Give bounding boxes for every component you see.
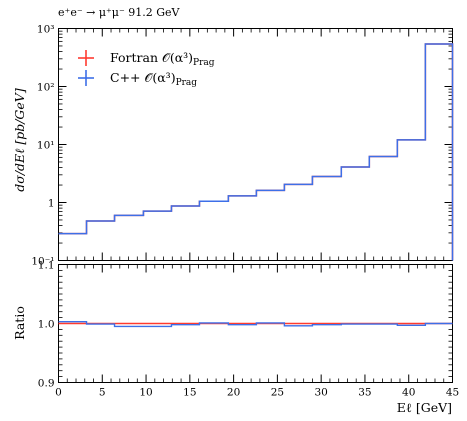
- main-y-tick-label: 1: [48, 198, 55, 210]
- ratio-y-tick-label: 0.9: [38, 378, 55, 390]
- main-y-ticks: 10⁻¹ 1 10¹ 10² 10³: [31, 24, 453, 268]
- x-tick-label: 25: [271, 387, 284, 399]
- main-series-cpp: [58, 43, 454, 261]
- legend-sub-cpp: Prag: [176, 78, 198, 88]
- main-y-axis-label: dσ/dEℓ [pb/GeV]: [12, 88, 27, 192]
- chart-title: e⁺e⁻ → μ⁺μ⁻ 91.2 GeV: [58, 6, 181, 19]
- main-series-group: [58, 43, 454, 261]
- main-y-tick-label: 10⁻¹: [31, 256, 54, 268]
- x-tick-label: 30: [314, 387, 327, 399]
- main-y-tick-label: 10³: [37, 24, 55, 36]
- ratio-x-ticks: 0 5 10 15 20 25 30 35 40 45: [55, 264, 459, 399]
- ratio-series-group: [58, 321, 453, 328]
- ratio-y-tick-label: 1.0: [38, 319, 55, 331]
- legend-label-cpp: C++ 𝒪(α³): [110, 70, 176, 85]
- x-tick-label: 0: [55, 387, 62, 399]
- svg-text:Fortran 𝒪(α³)Prag: Fortran 𝒪(α³)Prag: [110, 50, 215, 68]
- svg-text:C++ 𝒪(α³)Prag: C++ 𝒪(α³)Prag: [110, 70, 197, 88]
- main-x-ticks: [58, 28, 453, 261]
- x-tick-label: 5: [99, 387, 106, 399]
- x-axis-label: Eℓ [GeV]: [397, 400, 452, 415]
- x-tick-label: 10: [139, 387, 152, 399]
- x-tick-label: 45: [446, 387, 459, 399]
- legend: Fortran 𝒪(α³)Prag C++ 𝒪(α³)Prag: [78, 50, 215, 88]
- legend-item-fortran: Fortran 𝒪(α³)Prag: [78, 50, 215, 68]
- x-tick-label: 15: [183, 387, 196, 399]
- legend-sub-fortran: Prag: [193, 58, 215, 68]
- main-y-tick-label: 10²: [37, 82, 55, 94]
- ratio-y-tick-label: 1.1: [38, 260, 55, 272]
- x-tick-label: 35: [358, 387, 371, 399]
- x-tick-label: 40: [402, 387, 415, 399]
- legend-item-cpp: C++ 𝒪(α³)Prag: [78, 70, 197, 88]
- main-y-tick-label: 10¹: [37, 140, 55, 152]
- x-tick-label: 20: [227, 387, 240, 399]
- legend-label-fortran: Fortran 𝒪(α³): [110, 50, 193, 65]
- ratio-series-cpp: [58, 321, 453, 328]
- ratio-y-axis-label: Ratio: [12, 306, 27, 340]
